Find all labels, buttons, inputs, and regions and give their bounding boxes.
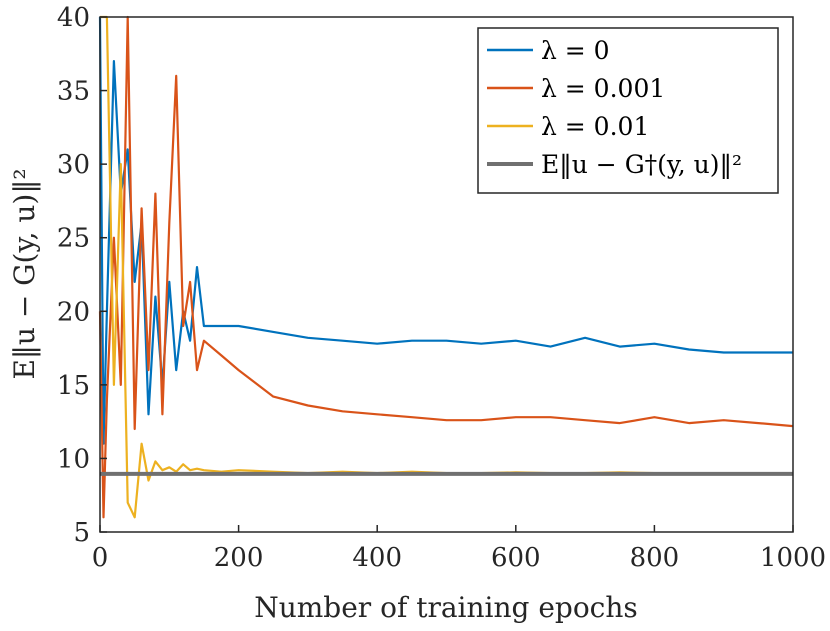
plot-lines (98, 15, 794, 519)
legend-label-3: E‖u − G†(y, u)‖² (541, 150, 742, 180)
x-tick-label: 0 (92, 543, 109, 573)
y-tick-label: 5 (73, 518, 90, 548)
x-tick-label: 200 (214, 543, 264, 573)
legend-label-0: λ = 0 (541, 36, 610, 65)
x-tick-label: 1000 (760, 543, 826, 573)
y-tick-label: 10 (57, 444, 90, 474)
y-tick-label: 30 (57, 150, 90, 180)
series-line-1 (98, 15, 794, 519)
x-tick-label: 600 (491, 543, 541, 573)
x-tick-label: 800 (630, 543, 680, 573)
legend-label-2: λ = 0.01 (541, 112, 649, 141)
x-axis: 0 200 400 600 800 1000 (92, 525, 826, 573)
y-axis: 5 10 15 20 25 30 35 40 (57, 3, 107, 548)
y-tick-label: 35 (57, 77, 90, 107)
legend: λ = 0 λ = 0.001 λ = 0.01 E‖u − G†(y, u)‖² (477, 27, 779, 194)
y-tick-label: 40 (57, 3, 90, 33)
y-tick-label: 20 (57, 297, 90, 327)
y-axis-label: E‖u − G(y, u)‖² (8, 168, 41, 379)
y-tick-label: 15 (57, 371, 90, 401)
axes-box (99, 16, 794, 533)
x-axis-label: Number of training epochs (254, 591, 638, 624)
y-tick-label: 25 (57, 224, 90, 254)
x-tick-label: 400 (352, 543, 402, 573)
legend-label-1: λ = 0.001 (541, 74, 665, 103)
